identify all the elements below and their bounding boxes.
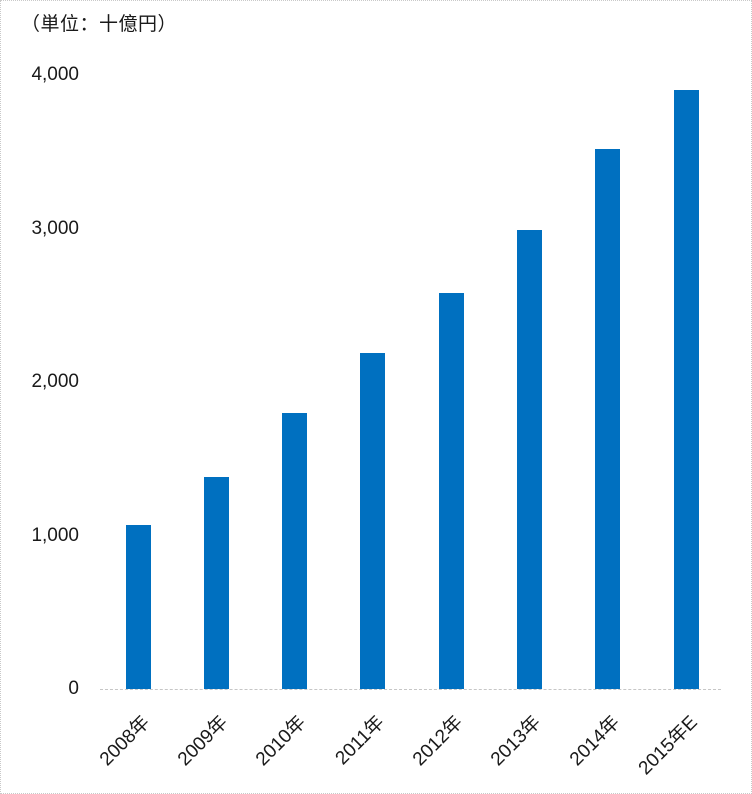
x-axis-tick-label: 2008年: [95, 712, 154, 771]
bar-5: [517, 230, 542, 689]
x-axis-tick-label: 2011年: [331, 712, 389, 770]
bar-2: [282, 412, 308, 689]
x-axis-tick-label: 2010年: [252, 712, 311, 771]
y-axis-tick-label: 4,000: [31, 64, 79, 85]
unit-label: （単位：十億円）: [21, 14, 178, 35]
x-axis-tick-label: 2009年: [173, 712, 233, 771]
y-axis-tick-label: 2,000: [31, 371, 79, 392]
bar-7: [673, 90, 699, 689]
x-axis-tick-label: 2012年: [408, 712, 468, 771]
y-axis-tick-label: 1,000: [31, 524, 79, 546]
bar-4: [438, 292, 464, 689]
y-axis-tick-label: 3,000: [31, 217, 79, 239]
bar-0: [125, 524, 151, 689]
x-axis-tick-label: 2013年: [487, 712, 546, 771]
x-axis-tick-label: 2014年: [565, 712, 624, 771]
bar-1: [203, 477, 229, 689]
x-axis-tick-label: 2015年E: [634, 712, 702, 780]
x-axis-line: [100, 689, 721, 690]
bar-6: [595, 148, 621, 689]
bar-3: [360, 352, 386, 689]
y-axis-tick-label: 0: [68, 678, 79, 699]
